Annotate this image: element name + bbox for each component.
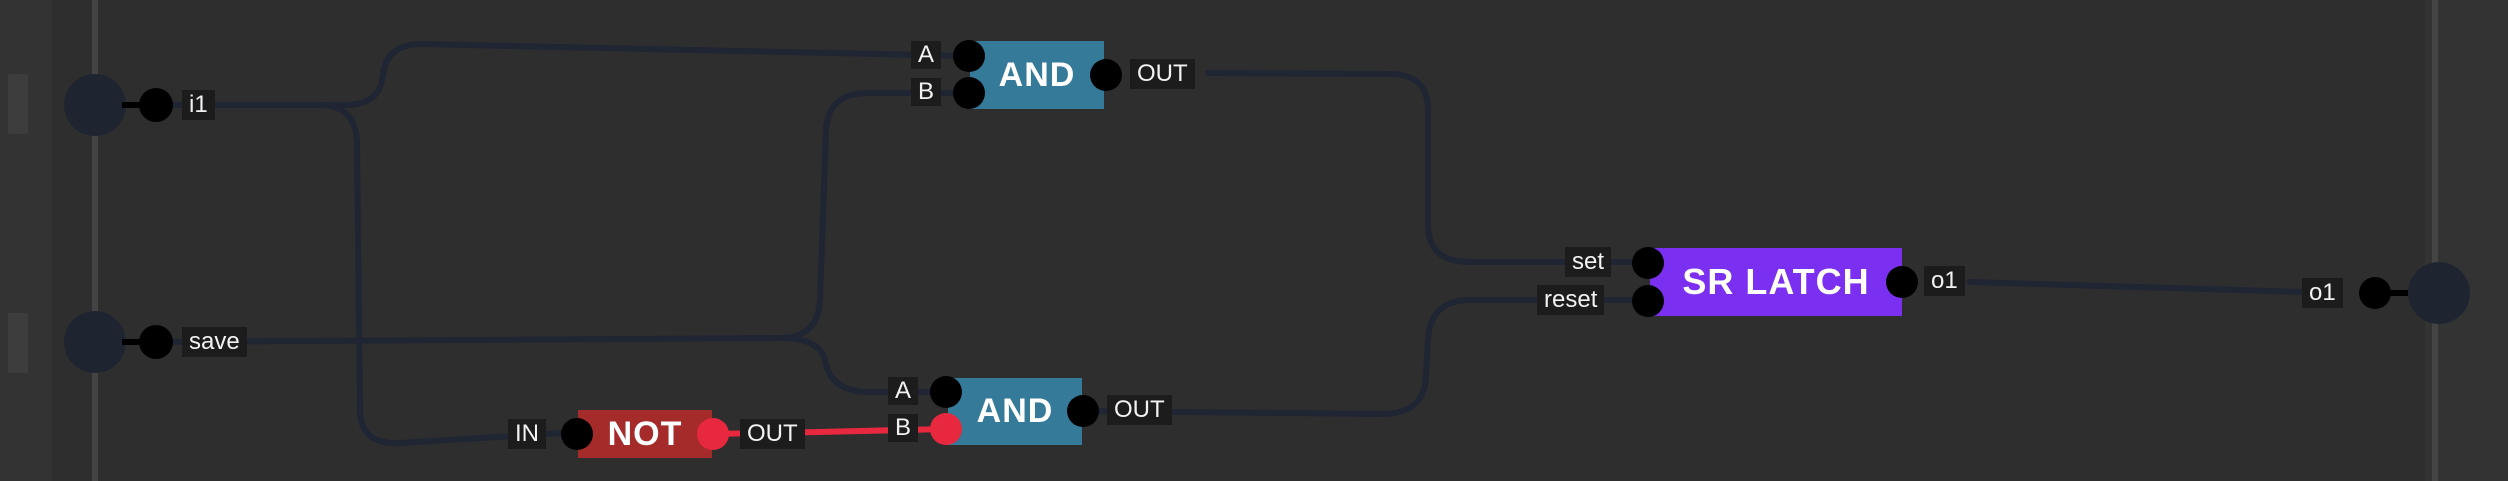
wire-save-and-top-b [152, 90, 971, 345]
input-save-label: save [182, 327, 247, 357]
input-handle-i1[interactable] [8, 74, 28, 134]
latch-reset-label: reset [1537, 285, 1605, 315]
and-top-output-label: OUT [1130, 59, 1195, 89]
and-top-input-a-pin[interactable] [953, 40, 985, 72]
wire-save-and-bottom-a [777, 335, 949, 395]
and-bottom-output-pin[interactable] [1067, 395, 1099, 427]
latch-set-label: set [1565, 247, 1612, 277]
input-save-pin[interactable] [139, 325, 173, 359]
and-bottom-input-a-pin[interactable] [930, 376, 962, 408]
wire-i1-not-in [152, 102, 581, 447]
wire-i1-and-top-a [152, 40, 971, 108]
and-top-input-b-pin[interactable] [953, 77, 985, 109]
and-top-input-b-label: B [911, 78, 942, 106]
not-output-pin[interactable] [697, 418, 729, 450]
latch-output-pin[interactable] [1886, 266, 1918, 298]
and-bottom-output-label: OUT [1107, 395, 1172, 425]
and-gate-bottom[interactable]: AND [948, 378, 1082, 445]
and-bottom-input-a-label: A [888, 377, 919, 405]
input-node-i1[interactable] [64, 74, 126, 136]
input-i1-pin[interactable] [139, 88, 173, 122]
and-top-output-pin[interactable] [1090, 59, 1122, 91]
output-o1-stub [2388, 290, 2416, 296]
output-rail [2425, 0, 2508, 481]
not-input-label: IN [508, 419, 546, 449]
output-o1-label: o1 [2302, 278, 2343, 308]
latch-set-pin[interactable] [1632, 247, 1664, 279]
input-rail-line [92, 0, 98, 481]
input-node-save[interactable] [64, 311, 126, 373]
output-o1-pin[interactable] [2359, 277, 2391, 309]
wire-and-bottom-reset [1079, 297, 1651, 418]
and-bottom-input-b-label: B [888, 414, 919, 442]
not-output-label: OUT [740, 419, 805, 449]
and-top-input-a-label: A [911, 41, 942, 69]
latch-reset-pin[interactable] [1632, 285, 1664, 317]
wire-latch-output [1967, 279, 2307, 295]
output-node-o1[interactable] [2408, 262, 2470, 324]
not-gate[interactable]: NOT [578, 410, 712, 458]
output-rail-line [2432, 0, 2438, 481]
input-handle-save[interactable] [8, 313, 28, 373]
wire-and-top-set [1205, 70, 1651, 265]
and-bottom-input-b-pin[interactable] [930, 413, 962, 445]
not-input-pin[interactable] [561, 418, 593, 450]
input-i1-label: i1 [182, 90, 215, 120]
and-gate-top[interactable]: AND [970, 41, 1104, 109]
sr-latch-gate[interactable]: SR LATCH [1650, 248, 1902, 316]
latch-output-label: o1 [1924, 266, 1965, 296]
